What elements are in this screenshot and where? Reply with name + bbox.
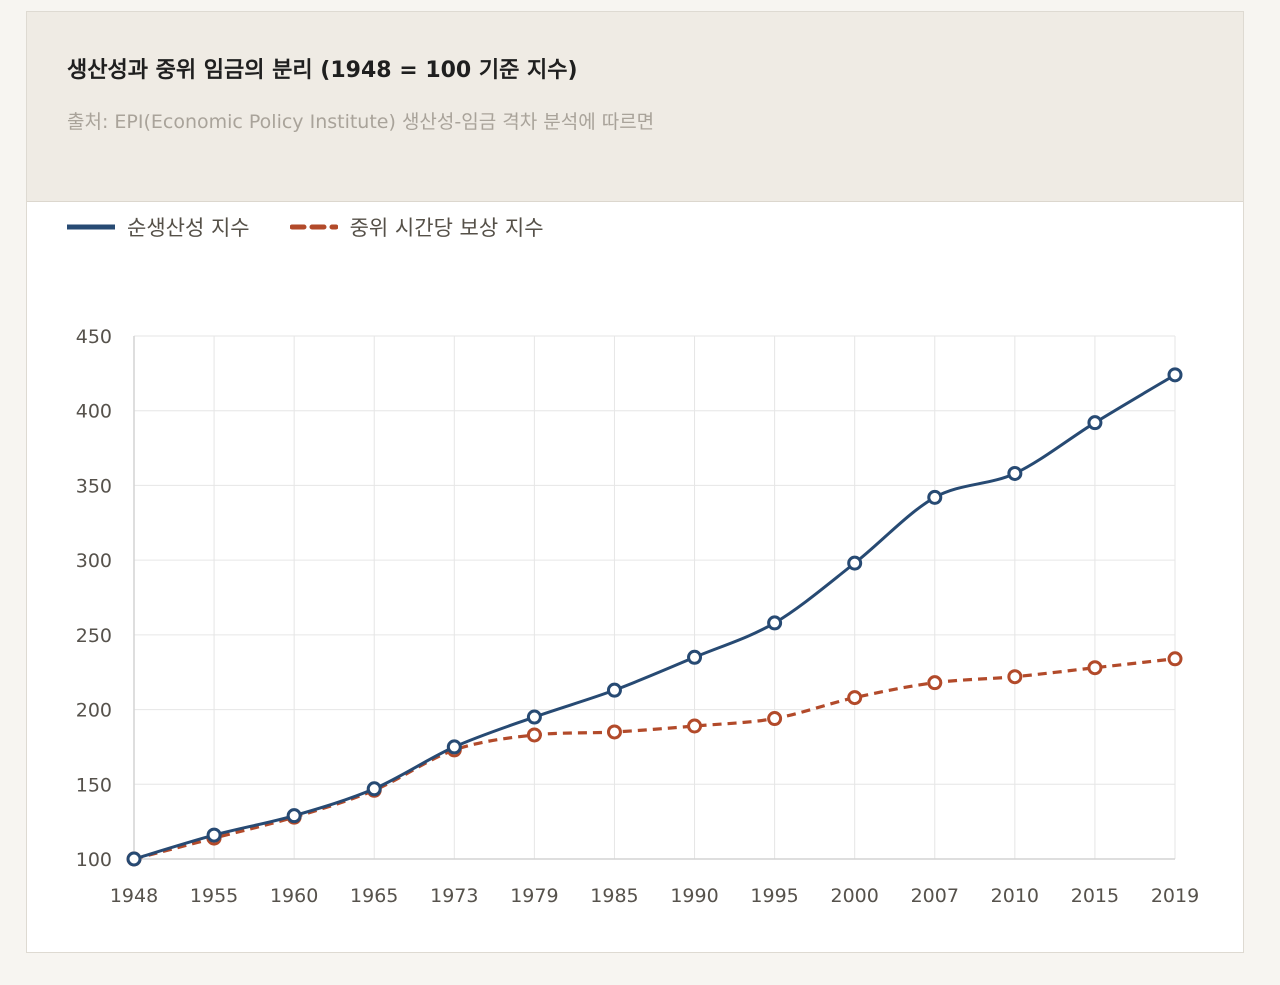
x-tick-label: 1990	[670, 885, 718, 907]
x-tick-label: 2007	[911, 885, 959, 907]
chart-card: 생산성과 중위 임금의 분리 (1948 = 100 기준 지수) 출처: EP…	[26, 11, 1244, 953]
data-point-wage	[687, 718, 703, 734]
data-point-productivity	[687, 649, 703, 665]
chart-title: 생산성과 중위 임금의 분리 (1948 = 100 기준 지수)	[67, 58, 578, 83]
data-point-wage	[606, 724, 622, 740]
chart-header: 생산성과 중위 임금의 분리 (1948 = 100 기준 지수) 출처: EP…	[27, 12, 1243, 202]
data-point-productivity	[1087, 415, 1103, 431]
x-tick-label: 2010	[991, 885, 1039, 907]
legend-item-wage[interactable]: 중위 시간당 보상 지수	[289, 212, 544, 242]
x-tick-label: 1965	[350, 885, 398, 907]
data-point-wage	[1167, 651, 1183, 667]
data-point-productivity	[927, 489, 943, 505]
y-tick-label: 200	[76, 700, 112, 722]
data-point-wage	[927, 675, 943, 691]
data-point-productivity	[767, 615, 783, 631]
data-point-productivity	[286, 808, 302, 824]
data-point-wage	[767, 711, 783, 727]
x-tick-label: 2019	[1151, 885, 1199, 907]
x-tick-label: 2015	[1071, 885, 1119, 907]
data-point-productivity	[206, 827, 222, 843]
data-point-productivity	[1007, 465, 1023, 481]
legend-label-productivity: 순생산성 지수	[127, 216, 250, 240]
data-point-wage	[1007, 669, 1023, 685]
legend-swatch-dashed	[289, 224, 338, 230]
y-tick-label: 250	[76, 625, 112, 647]
data-point-productivity	[606, 682, 622, 698]
x-tick-label: 1973	[430, 885, 478, 907]
series-line-wage	[133, 657, 1176, 861]
x-tick-label: 1960	[270, 885, 318, 907]
x-tick-label: 1955	[190, 885, 238, 907]
data-point-wage	[847, 690, 863, 706]
y-tick-label: 450	[76, 326, 112, 348]
y-tick-label: 300	[76, 550, 112, 572]
x-tick-label: 1979	[510, 885, 558, 907]
data-point-productivity	[847, 555, 863, 571]
data-point-productivity	[1167, 367, 1183, 383]
x-tick-label: 1985	[590, 885, 638, 907]
legend-item-productivity[interactable]: 순생산성 지수	[67, 212, 250, 242]
x-tick-label: 1995	[750, 885, 798, 907]
data-point-productivity	[526, 709, 542, 725]
data-point-productivity	[366, 781, 382, 797]
chart-legend: 순생산성 지수 중위 시간당 보상 지수	[67, 212, 584, 242]
y-tick-label: 400	[76, 401, 112, 423]
data-point-wage	[526, 727, 542, 743]
legend-label-wage: 중위 시간당 보상 지수	[349, 216, 544, 240]
series-line-productivity	[133, 373, 1176, 861]
legend-swatch-solid	[67, 224, 115, 230]
chart-source: 출처: EPI(Economic Policy Institute) 생산성-임…	[67, 111, 655, 133]
data-point-productivity	[126, 851, 142, 867]
y-tick-label: 100	[76, 849, 112, 871]
data-point-wage	[1087, 660, 1103, 676]
x-tick-label: 1948	[110, 885, 158, 907]
y-tick-label: 350	[76, 475, 112, 497]
data-point-productivity	[446, 739, 462, 755]
x-tick-label: 2000	[831, 885, 879, 907]
y-tick-label: 150	[76, 774, 112, 796]
